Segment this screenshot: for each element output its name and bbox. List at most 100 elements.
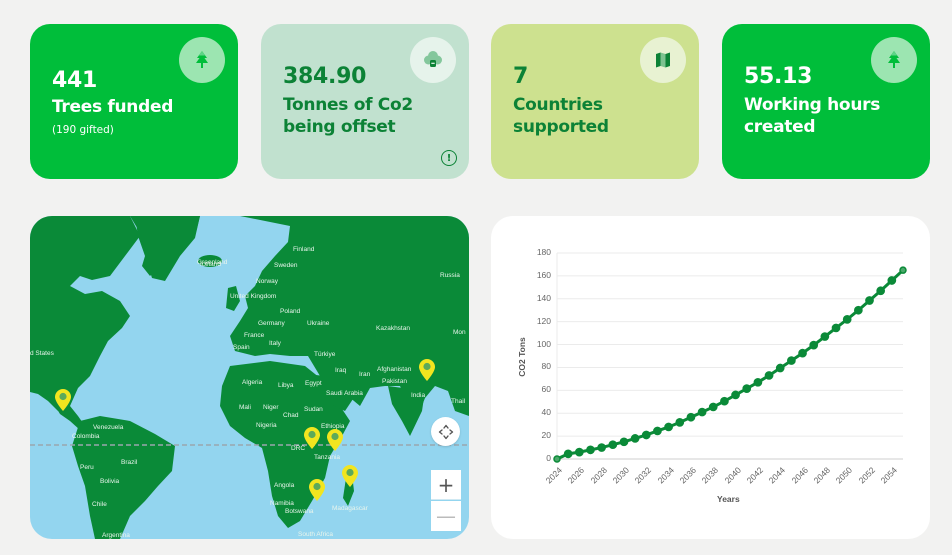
map-country-label: Germany bbox=[258, 320, 285, 327]
world-map[interactable]: Greenland Iceland Finland Sweden Norway Russi… bbox=[30, 216, 469, 539]
pin-mexico[interactable] bbox=[54, 388, 72, 412]
map-country-label: Spain bbox=[233, 344, 250, 351]
pin-nepal[interactable] bbox=[418, 358, 436, 382]
pin-mozambique[interactable] bbox=[308, 478, 326, 502]
map-country-label: Niger bbox=[263, 404, 279, 411]
recenter-icon bbox=[438, 424, 453, 439]
co2-line-chart: 0 20 40 60 80 100 120 140 160 180 2024 2026 2028 2030… bbox=[491, 216, 930, 539]
data-point[interactable] bbox=[787, 356, 796, 365]
stat-sub: (190 gifted) bbox=[52, 124, 114, 136]
stat-value: 7 bbox=[513, 64, 529, 89]
data-point[interactable] bbox=[574, 447, 584, 457]
y-tick-label: 60 bbox=[541, 384, 551, 395]
map-country-label: Angola bbox=[274, 482, 295, 489]
data-point[interactable] bbox=[608, 440, 618, 450]
stat-card-co2: 384.90 Tonnes of Co2 being offset ! bbox=[261, 24, 469, 179]
map-pin-icon bbox=[419, 359, 435, 381]
map-country-label: Türkiye bbox=[314, 351, 336, 358]
map-pin-icon bbox=[304, 427, 320, 449]
data-point[interactable] bbox=[597, 443, 606, 452]
map-pin-icon bbox=[55, 389, 71, 411]
tree-icon bbox=[179, 37, 225, 83]
map-country-label: Madagascar bbox=[332, 505, 368, 512]
stat-value: 441 bbox=[52, 68, 98, 93]
map-country-label: Mon bbox=[453, 329, 466, 336]
y-tick-label: 140 bbox=[536, 292, 551, 303]
map-country-label: Brazil bbox=[121, 459, 138, 466]
map-country-label: France bbox=[244, 332, 265, 339]
pin-kenya[interactable] bbox=[326, 428, 344, 452]
stat-value: 55.13 bbox=[744, 64, 813, 89]
data-point[interactable] bbox=[653, 426, 662, 436]
stat-card-countries: 7 Countries supported bbox=[491, 24, 699, 179]
data-point[interactable] bbox=[842, 315, 852, 324]
map-country-label: Argentina bbox=[102, 532, 130, 539]
data-point[interactable] bbox=[686, 412, 696, 422]
data-point[interactable] bbox=[831, 323, 841, 333]
y-tick-label: 40 bbox=[541, 407, 551, 418]
y-tick-label: 80 bbox=[541, 361, 551, 372]
data-point[interactable] bbox=[641, 430, 651, 440]
data-point[interactable] bbox=[798, 348, 807, 358]
data-point[interactable] bbox=[764, 371, 774, 380]
map-country-label: Kazakhstan bbox=[376, 325, 410, 332]
stat-label: Trees funded bbox=[52, 97, 174, 117]
map-country-label: Afghanistan bbox=[377, 366, 412, 373]
data-point[interactable] bbox=[619, 437, 629, 447]
co2-chart-panel: 0 20 40 60 80 100 120 140 160 180 2024 2026 2028 2030… bbox=[491, 216, 930, 539]
data-point[interactable] bbox=[720, 396, 729, 406]
map-country-label: Italy bbox=[269, 340, 281, 347]
map-country-label: Chile bbox=[92, 501, 107, 508]
tree-icon bbox=[871, 37, 917, 83]
map-country-label: Tanzania bbox=[314, 454, 341, 461]
map-pin-icon bbox=[342, 465, 358, 487]
data-point[interactable] bbox=[820, 332, 830, 341]
zoom-in-button[interactable]: + bbox=[431, 470, 461, 500]
map-country-label: Ukraine bbox=[307, 320, 330, 327]
map-country-label: India bbox=[411, 392, 426, 399]
y-tick-label: 20 bbox=[541, 430, 551, 441]
map-icon bbox=[640, 37, 686, 83]
map-country-label: Russia bbox=[440, 272, 460, 279]
zoom-out-button[interactable]: — bbox=[431, 501, 461, 531]
data-point[interactable] bbox=[899, 266, 907, 274]
data-point[interactable] bbox=[775, 363, 785, 373]
recenter-button[interactable] bbox=[431, 417, 460, 446]
map-country-label: d States bbox=[30, 350, 54, 357]
data-point[interactable] bbox=[887, 276, 897, 285]
map-country-label: Egypt bbox=[305, 380, 322, 387]
data-point[interactable] bbox=[675, 418, 685, 427]
info-icon[interactable]: ! bbox=[441, 150, 457, 166]
data-point[interactable] bbox=[865, 296, 874, 305]
pin-drc[interactable] bbox=[303, 426, 321, 450]
data-point[interactable] bbox=[742, 384, 752, 393]
data-point[interactable] bbox=[630, 434, 640, 443]
data-point[interactable] bbox=[753, 377, 763, 387]
map-country-label: Colombia bbox=[72, 433, 100, 440]
data-point[interactable] bbox=[708, 402, 718, 412]
map-country-label: South Africa bbox=[298, 531, 334, 538]
map-country-label: Bolivia bbox=[100, 478, 120, 485]
data-point[interactable] bbox=[697, 407, 707, 417]
map-country-label: Thail bbox=[451, 398, 466, 405]
data-point[interactable] bbox=[553, 455, 561, 463]
map-country-label: Sweden bbox=[274, 262, 298, 269]
data-point[interactable] bbox=[664, 422, 673, 432]
map-country-label: Peru bbox=[80, 464, 94, 471]
stat-card-trees: 441 Trees funded (190 gifted) bbox=[30, 24, 238, 179]
map-country-label: Namibia bbox=[270, 500, 294, 507]
map-country-label: Ethiopia bbox=[321, 423, 345, 430]
data-point[interactable] bbox=[563, 449, 573, 459]
y-tick-label: 120 bbox=[536, 315, 551, 326]
data-point[interactable] bbox=[586, 445, 595, 455]
map-country-label: Venezuela bbox=[93, 424, 124, 431]
pin-madagascar[interactable] bbox=[341, 464, 359, 488]
data-point[interactable] bbox=[876, 286, 886, 296]
chart-plot-area bbox=[553, 252, 907, 463]
data-point[interactable] bbox=[731, 390, 740, 400]
data-point[interactable] bbox=[854, 305, 863, 315]
y-axis-title: CO2 Tons bbox=[517, 337, 527, 377]
map-country-label: Nigeria bbox=[256, 422, 277, 429]
map-country-label: Iraq bbox=[335, 367, 347, 374]
data-point[interactable] bbox=[809, 340, 819, 350]
